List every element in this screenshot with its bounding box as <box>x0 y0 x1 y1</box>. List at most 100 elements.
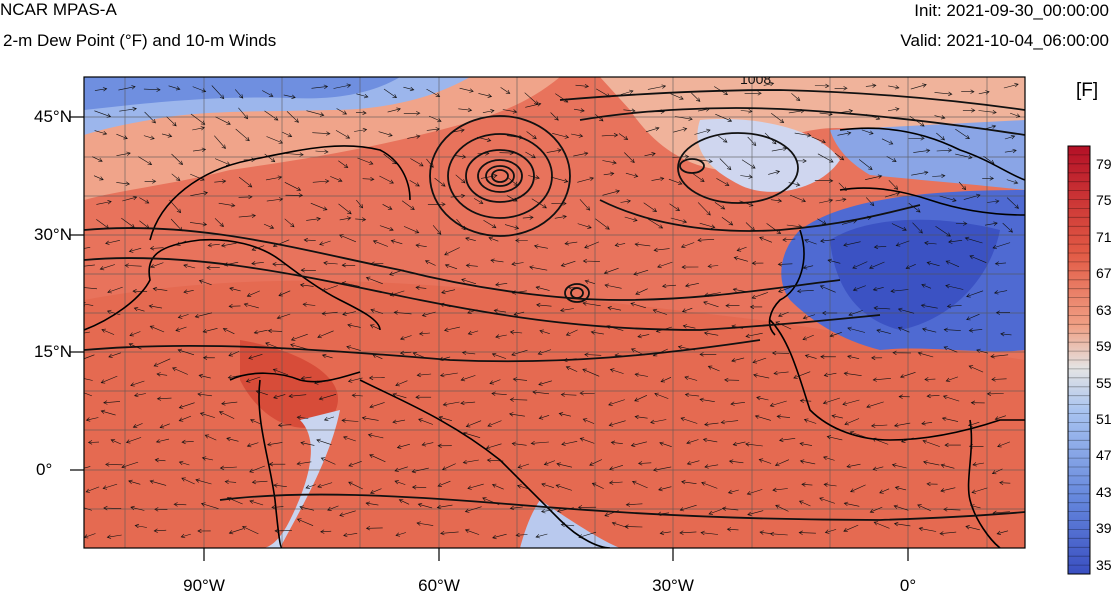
wind-arrow <box>625 502 643 507</box>
wind-arrow <box>692 173 705 182</box>
wind-arrow <box>264 153 276 163</box>
wind-arrow <box>341 418 359 423</box>
wind-arrow <box>730 401 745 406</box>
wind-arrow <box>317 330 334 339</box>
wind-arrow <box>512 377 528 382</box>
wind-arrow <box>465 236 476 242</box>
wind-arrow <box>582 418 595 424</box>
wind-arrow <box>148 304 163 309</box>
wind-arrow <box>674 116 693 121</box>
wind-arrow <box>509 505 523 511</box>
wind-arrow <box>908 202 921 213</box>
wind-arrow <box>85 417 99 422</box>
wind-arrow <box>300 441 315 446</box>
wind-arrow <box>775 321 792 330</box>
wind-arrow <box>424 260 436 266</box>
wind-arrow <box>704 422 719 427</box>
wind-arrow <box>316 438 332 445</box>
wind-arrow <box>921 283 932 289</box>
wind-arrow <box>161 133 173 138</box>
wind-arrow <box>351 393 363 398</box>
wind-arrow <box>994 415 1006 421</box>
wind-arrow <box>584 279 595 284</box>
wind-arrow <box>838 182 847 192</box>
wind-arrow <box>144 111 156 124</box>
wind-arrow <box>103 400 121 405</box>
wind-arrow <box>707 365 720 372</box>
wind-arrow <box>802 314 816 320</box>
colorbar-label: 43 <box>1096 484 1112 500</box>
wind-arrow <box>910 83 927 90</box>
wind-arrow <box>589 459 603 466</box>
wind-arrow <box>922 460 940 466</box>
wind-arrow <box>223 261 239 267</box>
wind-arrow <box>181 477 195 485</box>
wind-arrow <box>561 441 578 446</box>
wind-arrow <box>493 308 507 313</box>
wind-arrow <box>703 331 719 336</box>
colorbar-label: 63 <box>1096 302 1112 318</box>
wind-arrow <box>704 464 719 469</box>
wind-arrow <box>772 487 788 492</box>
wind-arrow <box>578 531 597 539</box>
valid-time: Valid: 2021-10-04_06:00:00 <box>900 31 1109 50</box>
wind-arrow <box>451 128 465 133</box>
wind-arrow <box>924 377 936 382</box>
wind-arrow <box>801 482 813 487</box>
wind-arrow <box>124 263 142 268</box>
wind-arrow <box>963 193 981 200</box>
wind-arrow <box>941 416 959 422</box>
wind-arrow <box>238 107 249 120</box>
map-frame <box>83 76 1026 549</box>
wind-arrow <box>1000 332 1012 337</box>
wind-arrow <box>85 486 100 493</box>
wind-arrow <box>955 128 970 139</box>
wind-arrow <box>865 83 877 88</box>
wind-arrow <box>369 324 381 330</box>
wind-arrow <box>525 102 542 108</box>
wind-arrow <box>558 412 571 417</box>
wind-arrow <box>343 532 358 538</box>
wind-arrow <box>609 465 623 471</box>
wind-arrow <box>441 463 456 471</box>
pressure-contours <box>84 89 1025 521</box>
wind-arrow <box>795 158 807 164</box>
wind-arrow <box>939 195 957 202</box>
colorbar-label: 51 <box>1096 411 1112 427</box>
wind-arrow <box>537 349 552 355</box>
wind-arrow <box>215 116 231 125</box>
wind-arrow <box>181 439 194 445</box>
wind-arrow <box>412 352 427 359</box>
wind-arrow <box>895 240 910 247</box>
wind-arrow <box>387 107 401 113</box>
wind-arrow <box>368 375 385 381</box>
wind-arrow <box>347 377 363 383</box>
wind-arrow <box>207 243 220 248</box>
wind-arrow <box>740 109 753 114</box>
wind-arrow <box>677 345 695 351</box>
wind-arrow <box>178 460 190 466</box>
wind-arrow <box>771 112 785 123</box>
wind-arrow <box>383 153 397 165</box>
wind-arrow <box>440 530 459 536</box>
wind-arrow <box>771 146 788 152</box>
wind-arrow <box>515 238 528 243</box>
wind-arrow <box>465 420 482 428</box>
wind-arrow <box>439 356 451 361</box>
wind-arrow <box>495 334 507 339</box>
wind-arrow <box>175 326 187 332</box>
wind-arrow <box>356 199 364 209</box>
wind-arrow <box>128 479 141 485</box>
wind-arrow <box>339 234 357 243</box>
wind-arrow <box>156 396 172 401</box>
wind-arrow <box>246 442 259 448</box>
wind-arrow <box>462 459 479 465</box>
wind-arrow <box>84 466 91 469</box>
wind-arrow <box>362 176 375 182</box>
wind-arrow <box>966 313 980 321</box>
wind-arrow <box>843 501 860 507</box>
wind-arrow <box>438 415 452 421</box>
wind-arrow <box>888 179 899 190</box>
wind-arrow <box>745 332 763 338</box>
wind-arrow <box>379 175 394 184</box>
